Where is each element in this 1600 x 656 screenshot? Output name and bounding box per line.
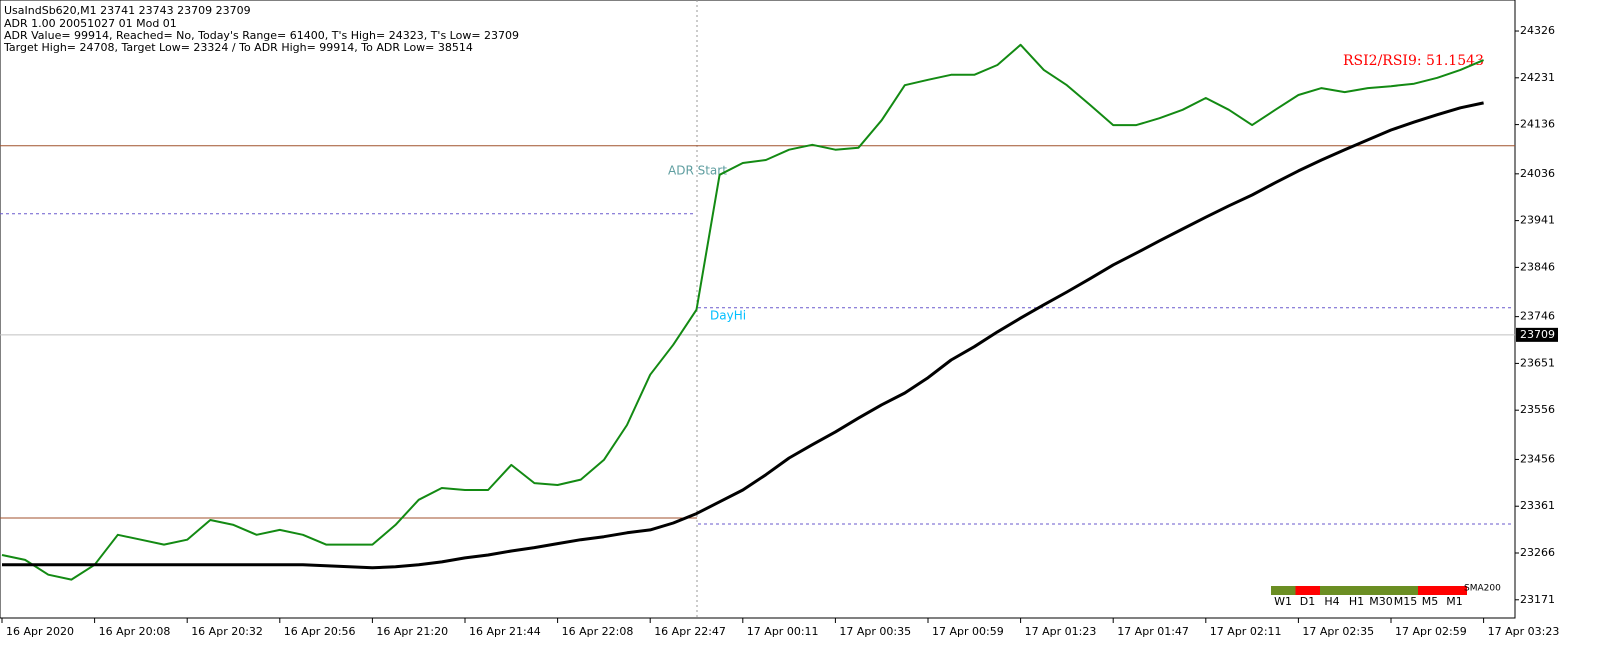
y-tick-label: 24231	[1520, 71, 1555, 84]
x-tick-label: 16 Apr 20:08	[99, 625, 171, 638]
y-tick-label: 24326	[1520, 24, 1555, 37]
timeframe-cell	[1271, 586, 1296, 595]
x-tick-label: 17 Apr 00:11	[747, 625, 819, 638]
timeframe-label: H1	[1349, 595, 1364, 608]
header-line: Target High= 24708, Target Low= 23324 / …	[3, 41, 473, 54]
x-tick-label: 16 Apr 22:47	[654, 625, 726, 638]
x-tick-label: 17 Apr 02:59	[1395, 625, 1467, 638]
last-price-label: 23709	[1520, 328, 1555, 341]
y-tick-label: 24136	[1520, 118, 1555, 131]
x-tick-label: 16 Apr 21:20	[376, 625, 448, 638]
x-tick-label: 16 Apr 2020	[6, 625, 74, 638]
timeframe-label: H4	[1324, 595, 1339, 608]
plot-frame	[0, 0, 1516, 619]
timeframe-label: W1	[1274, 595, 1292, 608]
series-line	[1, 43, 1484, 581]
x-tick-label: 17 Apr 02:11	[1210, 625, 1282, 638]
y-tick-label: 23361	[1520, 499, 1555, 512]
x-tick-label: 17 Apr 02:35	[1302, 625, 1374, 638]
timeframe-label: M15	[1394, 595, 1418, 608]
y-tick-label: 24036	[1520, 167, 1555, 180]
header-line: ADR 1.00 20051027 01 Mod 01	[4, 17, 177, 30]
x-tick-label: 16 Apr 22:08	[562, 625, 634, 638]
timeframe-cell	[1369, 586, 1394, 595]
last-price-box	[1516, 327, 1558, 342]
y-tick-label: 23941	[1520, 214, 1555, 227]
x-tick-label: 16 Apr 20:32	[191, 625, 263, 638]
timeframe-cell	[1320, 586, 1345, 595]
x-tick-label: 17 Apr 03:23	[1488, 625, 1560, 638]
x-tick-label: 17 Apr 01:47	[1117, 625, 1189, 638]
y-tick-label: 23556	[1520, 403, 1555, 416]
y-tick-label: 23171	[1520, 593, 1555, 606]
timeframe-cell	[1344, 586, 1369, 595]
timeframe-label: M5	[1422, 595, 1439, 608]
timeframe-cell	[1418, 586, 1443, 595]
y-tick-label: 23846	[1520, 260, 1555, 273]
y-tick-label: 23266	[1520, 546, 1555, 559]
series-line	[2, 101, 1484, 570]
y-tick-label: 23746	[1520, 310, 1555, 323]
timeframe-label: D1	[1300, 595, 1315, 608]
timeframe-cell	[1442, 586, 1467, 595]
timeframe-label: M30	[1369, 595, 1393, 608]
header-line: UsaIndSb620,M1 23741 23743 23709 23709	[4, 4, 251, 17]
x-tick-label: 17 Apr 00:35	[839, 625, 911, 638]
day-hi-label: DayHi	[710, 309, 746, 323]
x-tick-label: 17 Apr 00:59	[932, 625, 1004, 638]
sma-label: SMA200	[1464, 584, 1501, 594]
timeframe-cell	[1295, 586, 1320, 595]
y-tick-label: 23456	[1520, 452, 1555, 465]
x-tick-label: 16 Apr 21:44	[469, 625, 541, 638]
x-tick-label: 16 Apr 20:56	[284, 625, 356, 638]
header-line: ADR Value= 99914, Reached= No, Today's R…	[4, 29, 519, 42]
x-tick-label: 17 Apr 01:23	[1025, 625, 1097, 638]
y-tick-label: 23651	[1520, 356, 1555, 369]
timeframe-label: M1	[1446, 595, 1463, 608]
timeframe-cell	[1393, 586, 1418, 595]
rsi-label: RSI2/RSI9: 51.1543	[1343, 53, 1484, 69]
adr-start-label: ADR Start	[668, 164, 727, 178]
